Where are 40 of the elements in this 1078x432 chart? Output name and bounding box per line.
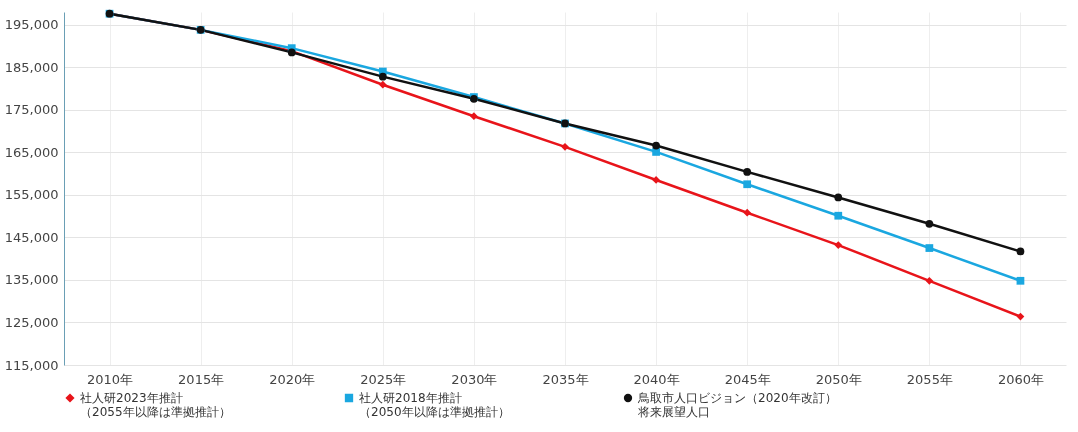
x-tick-label: 2035年 [542, 371, 589, 387]
x-tick-label: 2060年 [997, 371, 1044, 387]
x-tick-label: 2055年 [906, 371, 953, 387]
point [378, 80, 387, 89]
x-tick-label: 2025年 [360, 371, 407, 387]
y-tick-label: 135,000 [4, 272, 59, 288]
point [834, 193, 843, 202]
x-tick-label: 2045年 [724, 371, 771, 387]
y-tick-label: 125,000 [4, 314, 59, 330]
point [743, 180, 752, 189]
point [652, 148, 660, 156]
legend-label: 鳥取市人口ビジョン（2020年改訂）将来展望人口 [637, 391, 837, 419]
point [652, 141, 660, 150]
point [1016, 276, 1025, 285]
y-tick-label: 145,000 [4, 229, 59, 245]
y-tick-label: 195,000 [4, 17, 59, 33]
x-tick-label: 2015年 [178, 371, 225, 387]
y-tick-label: 115,000 [4, 357, 59, 373]
x-tick-label: 2010年 [87, 371, 134, 387]
y-tick-label: 155,000 [4, 187, 59, 203]
point [743, 208, 752, 217]
point [925, 219, 934, 228]
point [470, 112, 478, 121]
point [834, 211, 843, 220]
y-tick-label: 165,000 [4, 144, 59, 160]
x-tick-label: 2030年 [451, 371, 498, 387]
x-tick-label: 2040年 [633, 371, 680, 387]
y-tick-label: 175,000 [4, 102, 59, 118]
x-tick-label: 2020年 [269, 371, 316, 387]
point [834, 241, 843, 249]
point [378, 72, 387, 81]
point [561, 142, 569, 151]
point [925, 244, 934, 252]
y-tick-label: 185,000 [4, 59, 59, 75]
point [925, 276, 934, 285]
point [1016, 247, 1025, 256]
point [743, 168, 752, 176]
legend-label: 社人研2018年推計（2050年以降は準拠推計） [359, 391, 510, 419]
x-tick-label: 2050年 [815, 371, 862, 387]
legend-label: 社人研2023年推計（2055年以降は準拠推計） [80, 391, 231, 419]
